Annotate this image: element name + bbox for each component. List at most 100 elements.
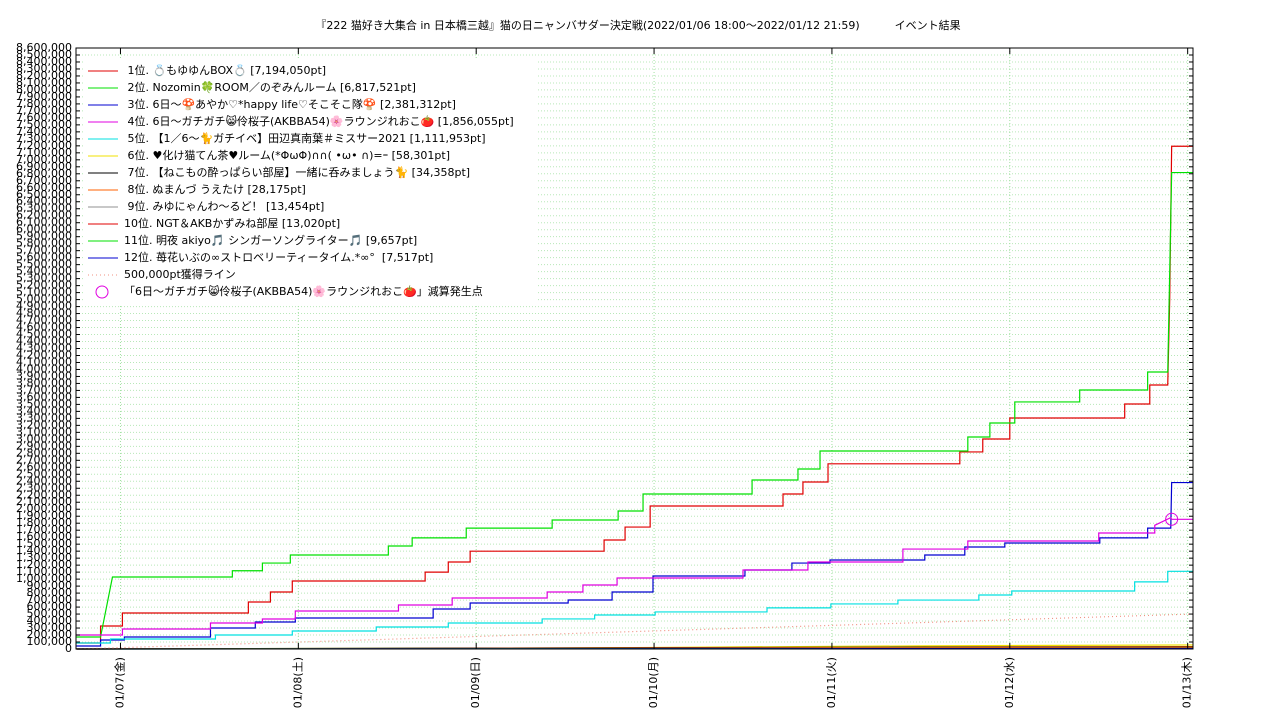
chart-title: 『222 猫好き大集合 in 日本橋三越』猫の日ニャンバサダー決定戦(2022/… [315,18,960,32]
y-tick-label: 2,200,000 [16,488,72,501]
legend-box [84,58,537,306]
y-tick-label: 2,700,000 [16,453,72,466]
y-tick-label: 3,600,000 [16,390,72,403]
series-line [76,171,1193,638]
y-tick-label: 8,200,000 [16,69,72,82]
y-tick-label: 1,900,000 [16,509,72,522]
y-tick-label: 400,000 [27,614,73,627]
legend-label: 1位. 💍もゆゆんBOX💍 [7,194,050pt] [124,63,326,77]
legend-label: 11位. 明夜 akiyo🎵 シンガーソングライター🎵 [9,657pt] [124,233,417,247]
series-line [76,145,1193,644]
series-line [76,481,1193,647]
y-tick-label: 2,000,000 [16,502,72,515]
series-line [76,516,1193,636]
y-tick-label: 8,000,000 [16,83,72,96]
y-tick-label: 600,000 [27,600,73,613]
y-tick-label: 6,900,000 [16,160,72,173]
y-tick-label: 6,700,000 [16,174,72,187]
y-tick-label: 7,500,000 [16,118,72,131]
y-tick-label: 6,200,000 [16,209,72,222]
y-tick-label: 100,000 [27,635,73,648]
y-tick-label: 5,600,000 [16,251,72,264]
legend-label: 3位. 6日〜🍄あやか♡*happy life♡そこそこ隊🍄 [2,381,31… [124,97,456,111]
y-tick-label: 8,500,000 [16,48,72,61]
y-tick-label: 7,200,000 [16,139,72,152]
legend-label: 2位. Nozomin🍀ROOM／のぞみんルーム [6,817,521pt] [124,80,416,94]
y-tick-label: 2,100,000 [16,495,72,508]
y-tick-label: 3,000,000 [16,432,72,445]
y-tick-label: 7,300,000 [16,132,72,145]
y-tick-label: 4,400,000 [16,335,72,348]
legend-label: 5位. 【1／6〜🐈ガチイベ】田辺真南葉＃ミスサー2021 [1,111,953… [124,131,486,145]
y-tick-label: 3,700,000 [16,383,72,396]
y-tick-label: 4,600,000 [16,321,72,334]
y-tick-label: 6,400,000 [16,195,72,208]
legend-label: 「6日〜ガチガチ😸伶桜子(AKBBA54)🌸ラウンジれおこ🍅」減算発生点 [124,284,483,298]
y-tick-label: 3,200,000 [16,418,72,431]
y-tick-label: 1,800,000 [16,516,72,529]
series-line [76,570,1193,644]
y-tick-label: 1,300,000 [16,551,72,564]
y-tick-label: 500,000 [27,607,73,620]
y-tick-label: 2,900,000 [16,439,72,452]
y-tick-label: 8,600,000 [16,41,72,54]
x-tick-label: 01/13(木) [1181,657,1194,708]
y-tick-label: 1,000,000 [16,572,72,585]
y-tick-label: 6,800,000 [16,167,72,180]
legend-marker [95,285,109,299]
y-tick-label: 200,000 [27,628,73,641]
marker [1165,512,1179,526]
y-tick-label: 5,900,000 [16,230,72,243]
legend-label: 8位. ぬまんづ うえたけ [28,175pt] [124,182,306,196]
y-tick-label: 4,500,000 [16,328,72,341]
y-tick-label: 900,000 [27,579,73,592]
y-tick-label: 3,300,000 [16,411,72,424]
x-tick-label: 01/09(日) [469,657,482,708]
y-tick-label: 700,000 [27,593,73,606]
y-tick-label: 3,900,000 [16,369,72,382]
y-tick-label: 2,600,000 [16,460,72,473]
x-tick-label: 01/11(火) [825,657,838,708]
y-tick-label: 6,100,000 [16,216,72,229]
y-tick-label: 4,200,000 [16,348,72,361]
y-tick-label: 7,900,000 [16,90,72,103]
x-tick-label: 01/08(土) [291,657,304,708]
y-tick-label: 7,000,000 [16,153,72,166]
y-tick-label: 8,100,000 [16,76,72,89]
legend-label: 6位. ♥化け猫てん茶♥ルーム(*ΦωΦ)∩∩( •ω• ∩)=ｰ [58,30… [124,148,450,162]
y-tick-label: 1,200,000 [16,558,72,571]
x-tick-label: 01/10(月) [647,657,660,708]
y-tick-label: 5,700,000 [16,244,72,257]
y-tick-label: 3,500,000 [16,397,72,410]
y-tick-label: 7,600,000 [16,111,72,124]
y-tick-label: 7,100,000 [16,146,72,159]
y-tick-label: 5,300,000 [16,272,72,285]
y-tick-label: 6,000,000 [16,223,72,236]
y-tick-label: 8,300,000 [16,62,72,75]
axes: 0100,000200,000300,000400,000500,000600,… [16,41,1194,708]
y-tick-label: 4,800,000 [16,307,72,320]
y-tick-label: 4,900,000 [16,300,72,313]
y-tick-label: 5,200,000 [16,279,72,292]
y-tick-label: 3,100,000 [16,425,72,438]
y-tick-label: 300,000 [27,621,73,634]
y-tick-label: 6,600,000 [16,181,72,194]
y-tick-label: 3,400,000 [16,404,72,417]
y-tick-label: 5,500,000 [16,258,72,271]
y-tick-label: 1,100,000 [16,565,72,578]
legend-label: 12位. 苺花いぶの∞ストロベリーティータイム.*∞° [7,517pt] [124,250,433,264]
y-tick-label: 5,400,000 [16,265,72,278]
y-tick-label: 1,500,000 [16,537,72,550]
y-tick-label: 2,500,000 [16,467,72,480]
y-tick-label: 0 [65,642,72,655]
y-tick-label: 7,800,000 [16,97,72,110]
y-tick-label: 8,400,000 [16,55,72,68]
legend-label: 9位. みゆにゃんわ〜るど！ [13,454pt] [124,199,324,213]
y-tick-label: 4,700,000 [16,314,72,327]
y-tick-label: 4,100,000 [16,355,72,368]
legend-label: 7位. 【ねこもの酔っぱらい部屋】一緒に呑みましょう🐈 [34,358pt] [124,165,470,179]
y-tick-label: 3,800,000 [16,376,72,389]
legend-label: 500,000pt獲得ライン [124,268,236,281]
y-tick-label: 5,800,000 [16,237,72,250]
legend-label: 10位. NGT＆AKBかずみね部屋 [13,020pt] [124,216,340,230]
